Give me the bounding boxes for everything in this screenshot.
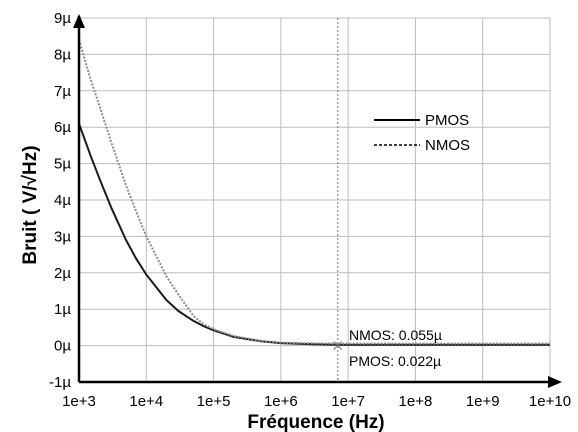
x-tick-label: 1e+10: [529, 393, 571, 410]
annotation-pmos-value: PMOS: 0.022µ: [349, 353, 441, 369]
y-tick-label: 9µ: [54, 10, 71, 27]
x-axis-label: Fréquence (Hz): [247, 412, 384, 432]
legend: PMOS NMOS: [374, 112, 470, 154]
legend-label-nmos: NMOS: [425, 137, 470, 154]
legend-label-pmos: PMOS: [425, 112, 469, 129]
y-tick-label: 7µ: [54, 83, 71, 100]
y-axis-label: Bruit ( V/√Hz): [20, 145, 41, 264]
axes: [73, 14, 562, 388]
x-tick-label: 1e+4: [129, 393, 163, 410]
y-tick-label: 2µ: [54, 265, 71, 282]
series-line-nmos: [78, 39, 550, 345]
grid: [78, 17, 551, 383]
y-tick-label: 4µ: [54, 192, 71, 209]
x-tick-label: 1e+7: [331, 393, 365, 410]
y-tick-label: 3µ: [54, 228, 71, 245]
series-line-pmos: [78, 123, 550, 346]
y-tick-label: 1µ: [54, 301, 71, 318]
x-tick-label: 1e+9: [466, 393, 500, 410]
y-tick-label: -1µ: [49, 374, 71, 391]
x-axis-arrow: [548, 376, 562, 388]
x-tick-label: 1e+6: [264, 393, 298, 410]
y-tick-label: 5µ: [54, 156, 71, 173]
cursor-marker: [333, 341, 343, 350]
x-tick-label: 1e+8: [399, 393, 433, 410]
y-axis-arrow: [73, 14, 85, 28]
x-tick-label: 1e+5: [197, 393, 231, 410]
y-tick-label: 6µ: [54, 119, 71, 136]
y-tick-label: 8µ: [54, 46, 71, 63]
x-tick-label: 1e+3: [62, 393, 96, 410]
y-tick-label: 0µ: [54, 338, 71, 355]
annotation-nmos-value: NMOS: 0.055µ: [349, 327, 442, 343]
series-layer: [78, 18, 550, 382]
tick-labels: 1e+3 1e+4 1e+5 1e+6 1e+7 1e+8 1e+9 1e+10 -1µ 0µ 1µ…: [49, 10, 571, 410]
